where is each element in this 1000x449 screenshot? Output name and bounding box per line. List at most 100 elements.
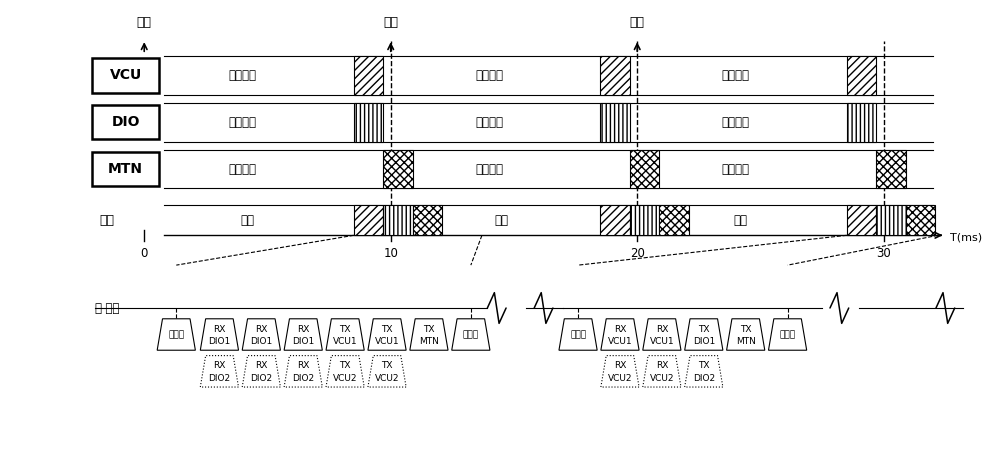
Polygon shape [559, 319, 597, 350]
Text: MTN: MTN [736, 337, 756, 346]
Text: 中断: 中断 [630, 16, 645, 29]
Text: 20: 20 [630, 247, 645, 260]
Bar [847, 103, 876, 141]
Text: 数据访问: 数据访问 [475, 69, 503, 82]
Text: TX: TX [740, 325, 751, 334]
Text: RX: RX [297, 325, 309, 334]
Text: RX: RX [255, 361, 268, 370]
Bar [600, 206, 630, 235]
Text: 数据访问: 数据访问 [722, 116, 750, 129]
Text: 0: 0 [141, 247, 148, 260]
Polygon shape [452, 319, 490, 350]
Text: 总线: 总线 [100, 214, 115, 227]
Text: TX: TX [339, 325, 351, 334]
Polygon shape [284, 319, 322, 350]
Polygon shape [410, 319, 448, 350]
Text: TX: TX [339, 361, 351, 370]
Text: TX: TX [698, 361, 710, 370]
Text: 数据访问: 数据访问 [475, 163, 503, 176]
Polygon shape [601, 319, 639, 350]
Text: VCU1: VCU1 [375, 337, 399, 346]
FancyBboxPatch shape [92, 58, 159, 92]
Text: 数据访问: 数据访问 [722, 163, 750, 176]
Polygon shape [242, 356, 280, 387]
Text: 空闲: 空闲 [734, 214, 748, 227]
Bar [630, 150, 659, 189]
Text: 短同步: 短同步 [463, 330, 479, 339]
Bar [383, 206, 413, 235]
Text: VCU2: VCU2 [375, 374, 399, 383]
Bar [600, 103, 630, 141]
Text: RX: RX [656, 325, 668, 334]
Bar [630, 206, 659, 235]
Text: 短同步: 短同步 [570, 330, 586, 339]
Text: VCU1: VCU1 [608, 337, 632, 346]
Text: TX: TX [381, 325, 393, 334]
Text: 数据访问: 数据访问 [229, 69, 257, 82]
Text: 空闲: 空闲 [241, 214, 255, 227]
Text: RX: RX [614, 361, 626, 370]
Text: 数据访问: 数据访问 [475, 116, 503, 129]
Text: 数据访问: 数据访问 [229, 116, 257, 129]
Text: 空闲: 空闲 [495, 214, 509, 227]
Text: DIO2: DIO2 [208, 374, 230, 383]
Polygon shape [368, 356, 406, 387]
Polygon shape [200, 319, 239, 350]
Polygon shape [643, 356, 681, 387]
Text: 短同步: 短同步 [780, 330, 796, 339]
Bar [413, 206, 442, 235]
Text: RX: RX [656, 361, 668, 370]
Bar [876, 150, 906, 189]
Text: T(ms): T(ms) [950, 233, 982, 242]
Bar [383, 150, 413, 189]
Text: VCU2: VCU2 [650, 374, 674, 383]
Text: 30: 30 [876, 247, 891, 260]
Text: VCU2: VCU2 [608, 374, 632, 383]
Text: 中断: 中断 [383, 16, 398, 29]
Bar [847, 56, 876, 95]
Bar [659, 206, 689, 235]
Text: VCU1: VCU1 [650, 337, 674, 346]
Polygon shape [685, 356, 723, 387]
Polygon shape [157, 319, 195, 350]
Bar [354, 206, 383, 235]
Text: 中断: 中断 [137, 16, 152, 29]
Polygon shape [727, 319, 765, 350]
Polygon shape [643, 319, 681, 350]
Polygon shape [326, 356, 364, 387]
Text: DIO1: DIO1 [208, 337, 231, 346]
Text: TX: TX [698, 325, 710, 334]
Polygon shape [601, 356, 639, 387]
Text: DIO2: DIO2 [292, 374, 314, 383]
Bar [876, 206, 906, 235]
Text: RX: RX [614, 325, 626, 334]
Text: RX: RX [213, 325, 226, 334]
Polygon shape [326, 319, 364, 350]
Text: RX: RX [255, 325, 268, 334]
Text: DIO2: DIO2 [250, 374, 272, 383]
Text: RX: RX [213, 361, 226, 370]
Text: DIO: DIO [111, 115, 140, 129]
FancyBboxPatch shape [92, 106, 159, 140]
Polygon shape [685, 319, 723, 350]
Polygon shape [200, 356, 239, 387]
Text: DIO1: DIO1 [250, 337, 272, 346]
Text: VCU2: VCU2 [333, 374, 357, 383]
Text: 短同步: 短同步 [168, 330, 184, 339]
Bar [847, 206, 876, 235]
Text: VCU1: VCU1 [333, 337, 357, 346]
Text: 主-从帧: 主-从帧 [95, 302, 120, 314]
Text: TX: TX [381, 361, 393, 370]
Text: 10: 10 [383, 247, 398, 260]
Bar [354, 103, 383, 141]
Text: DIO1: DIO1 [292, 337, 314, 346]
Text: MTN: MTN [419, 337, 439, 346]
Bar [906, 206, 935, 235]
Text: RX: RX [297, 361, 309, 370]
Text: MTN: MTN [108, 162, 143, 176]
Polygon shape [768, 319, 807, 350]
Polygon shape [368, 319, 406, 350]
Text: 数据访问: 数据访问 [229, 163, 257, 176]
Text: TX: TX [423, 325, 435, 334]
Text: DIO1: DIO1 [693, 337, 715, 346]
